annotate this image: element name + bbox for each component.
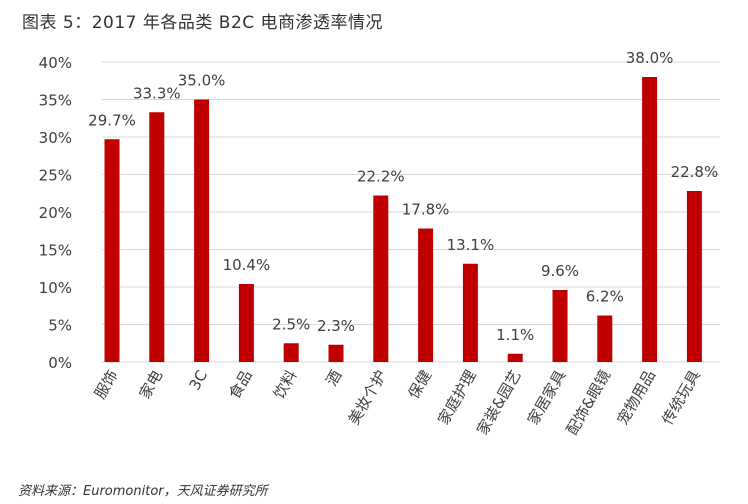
y-tick-label: 25% <box>39 167 72 185</box>
bar <box>149 112 165 362</box>
x-tick-label: 服饰 <box>91 367 122 402</box>
x-tick-label: 酒 <box>322 367 345 389</box>
bar <box>552 290 568 362</box>
x-tick-label: 传统玩具 <box>658 367 704 428</box>
y-tick-label: 30% <box>39 129 72 147</box>
data-label: 9.6% <box>541 262 579 280</box>
x-tick-label: 家电 <box>136 367 167 402</box>
y-tick-label: 10% <box>39 279 72 297</box>
data-label: 33.3% <box>133 84 181 102</box>
bar <box>104 139 120 362</box>
x-tick-label: 家居家具 <box>524 367 570 428</box>
data-label: 2.3% <box>317 317 355 335</box>
data-label: 35.0% <box>178 72 226 90</box>
x-tick-label: 家装&园艺 <box>473 367 524 438</box>
x-tick-label: 3C <box>185 367 211 393</box>
data-label: 17.8% <box>402 201 450 219</box>
y-tick-label: 0% <box>48 354 72 372</box>
x-tick-label: 配饰&眼镜 <box>563 367 614 438</box>
data-label: 10.4% <box>223 256 271 274</box>
x-tick-label: 宠物用品 <box>613 367 659 428</box>
data-label: 38.0% <box>626 49 674 67</box>
bar <box>642 77 658 362</box>
bar <box>194 99 210 362</box>
data-label: 2.5% <box>272 315 310 333</box>
bar <box>283 343 299 362</box>
data-label: 13.1% <box>447 236 495 254</box>
y-tick-label: 35% <box>39 92 72 110</box>
bar <box>418 228 434 362</box>
x-tick-label: 美妆个护 <box>345 367 391 428</box>
y-tick-label: 40% <box>39 54 72 72</box>
bar <box>373 195 389 362</box>
data-label: 6.2% <box>586 288 624 306</box>
data-label: 29.7% <box>88 111 136 129</box>
bar <box>507 353 523 362</box>
y-tick-label: 20% <box>39 204 72 222</box>
x-tick-label: 食品 <box>225 367 256 402</box>
bar <box>686 191 702 362</box>
source-note: 资料来源：Euromonitor，天风证券研究所 <box>18 484 268 499</box>
data-label: 1.1% <box>496 326 534 344</box>
data-label: 22.8% <box>671 163 719 181</box>
bar <box>462 263 478 362</box>
bar <box>238 284 254 362</box>
data-label: 22.2% <box>357 168 405 186</box>
x-tick-label: 保健 <box>404 367 435 402</box>
bar <box>328 344 344 362</box>
y-tick-label: 5% <box>48 317 72 335</box>
x-tick-label: 饮料 <box>270 367 301 402</box>
bar <box>597 315 613 362</box>
x-tick-label: 家庭护理 <box>434 367 480 428</box>
chart-title: 图表 5：2017 年各品类 B2C 电商渗透率情况 <box>22 13 384 33</box>
y-tick-label: 15% <box>39 242 72 260</box>
